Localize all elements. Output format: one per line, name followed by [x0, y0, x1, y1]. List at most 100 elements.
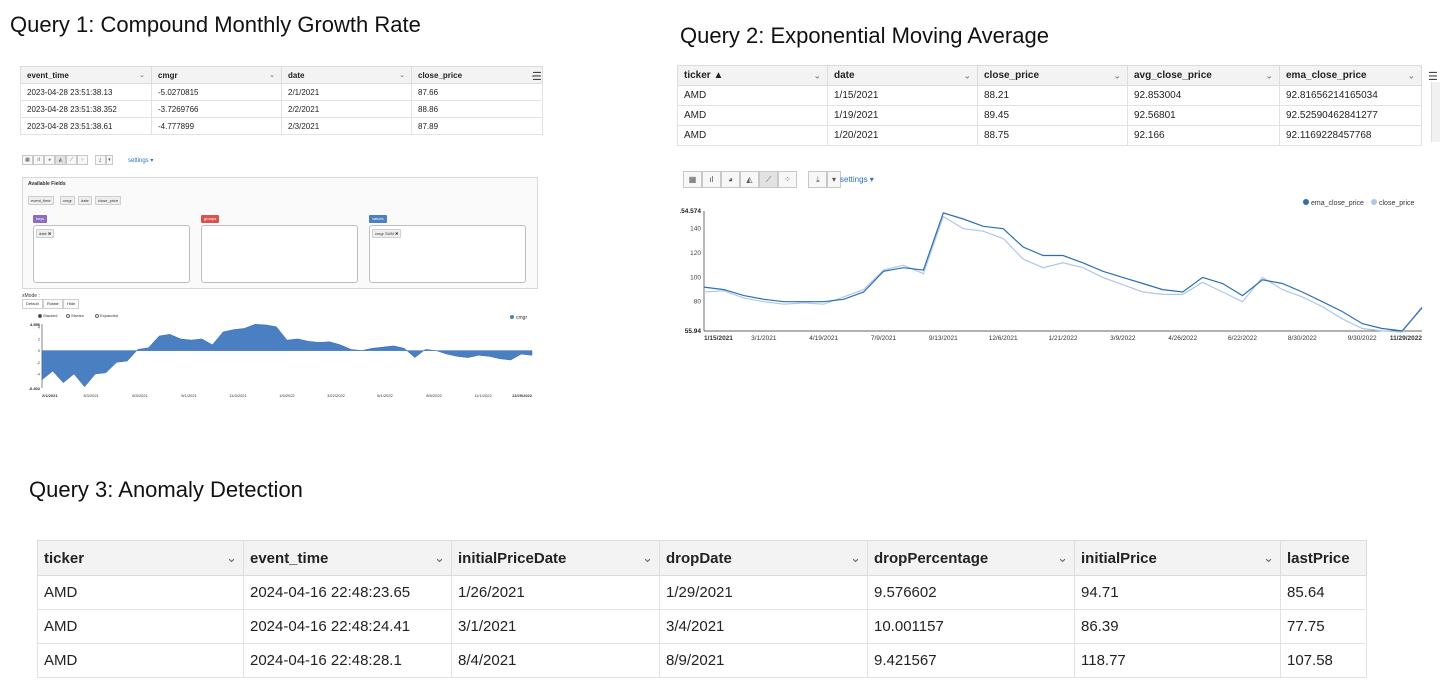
table-row[interactable]: AMD 2024-04-16 22:48:24.41 3/1/2021 3/4/202…: [37, 609, 1367, 644]
legend-dot[interactable]: [510, 315, 514, 319]
chevron-down-icon[interactable]: ⌄: [1057, 550, 1068, 565]
table-cell: 92.56801: [1127, 105, 1280, 126]
chevron-down-icon[interactable]: ⌄: [1407, 70, 1415, 80]
q2-settings-link[interactable]: settings ▾: [840, 175, 874, 184]
field-chip-cmgr[interactable]: cmgr: [60, 196, 75, 205]
chevron-down-icon[interactable]: ⌄: [963, 70, 971, 80]
scatter-chart-icon[interactable]: ⁘: [778, 171, 797, 188]
chevron-down-icon[interactable]: ⌄: [813, 70, 821, 80]
column-header-6[interactable]: lastPrice: [1280, 540, 1367, 576]
download-icon[interactable]: ⤓: [94, 155, 106, 165]
q2-table-scrollbar[interactable]: [1431, 82, 1440, 142]
bar-chart-icon[interactable]: ıl: [702, 171, 721, 188]
bar-chart-icon[interactable]: ıl: [33, 155, 44, 165]
legend-dot-ema[interactable]: [1303, 199, 1309, 205]
xmode-tab-default[interactable]: Default: [22, 299, 43, 309]
radio-icon[interactable]: [38, 313, 42, 318]
column-header-5[interactable]: initialPrice ⌄: [1074, 540, 1281, 576]
chevron-down-icon[interactable]: ⌄: [1265, 70, 1273, 80]
column-header-3[interactable]: close_price ⌄: [411, 66, 543, 84]
chevron-down-icon[interactable]: ⌄: [642, 550, 653, 565]
column-header-0[interactable]: ticker ⌄: [37, 540, 244, 576]
dropdown-caret-icon[interactable]: ▾: [827, 171, 841, 188]
column-header-2[interactable]: close_price ⌄: [977, 65, 1128, 86]
table-row[interactable]: AMD 1/19/2021 89.45 92.56801 92.525904628412…: [677, 105, 1422, 126]
column-header-label: ticker ▲: [684, 70, 724, 81]
table-row[interactable]: 2023-04-28 23:51:38.61 -4.777899 2/3/2021 8…: [20, 117, 543, 135]
table-cell: AMD: [37, 609, 244, 644]
column-header-1[interactable]: event_time ⌄: [243, 540, 452, 576]
dropzone-groups[interactable]: [201, 225, 358, 283]
column-header-3[interactable]: avg_close_price ⌄: [1127, 65, 1280, 86]
column-header-1[interactable]: cmgr ⌄: [151, 66, 282, 84]
q1-settings-link[interactable]: settings ▾: [128, 158, 154, 164]
q1-result-table: event_time ⌄ cmgr ⌄ date ⌄ close_price ⌄ 2023-0…: [20, 66, 543, 135]
stack-mode-stream[interactable]: Stream: [66, 313, 84, 318]
column-header-2[interactable]: initialPriceDate ⌄: [451, 540, 660, 576]
line-chart-icon[interactable]: ⟋: [66, 155, 77, 165]
line-chart-icon[interactable]: ⟋: [759, 171, 778, 188]
column-header-0[interactable]: event_time ⌄: [20, 66, 152, 84]
table-cell: 88.86: [411, 100, 543, 118]
hamburger-menu-icon[interactable]: ☰: [532, 71, 542, 83]
chevron-down-icon[interactable]: ⌄: [269, 72, 275, 79]
y-tick-label: 2: [38, 336, 41, 341]
table-row[interactable]: 2023-04-28 23:51:38.352 -3.7269766 2/2/202…: [20, 100, 543, 118]
scatter-chart-icon[interactable]: ⁘: [77, 155, 88, 165]
x-tick-label: 3/3/2021: [83, 393, 99, 398]
column-header-label: date: [834, 70, 855, 81]
table-icon[interactable]: ▦: [22, 155, 33, 165]
series-line-ema_close_price[interactable]: [703, 212, 1423, 332]
table-cell: 9.576602: [867, 575, 1075, 610]
field-chip-event_time[interactable]: event_time: [28, 196, 54, 205]
table-row[interactable]: AMD 2024-04-16 22:48:23.65 1/26/2021 1/29/2…: [37, 575, 1367, 610]
table-row[interactable]: AMD 1/20/2021 88.75 92.166 92.1169228457768: [677, 125, 1422, 146]
xmode-tab-rotate[interactable]: Rotate: [43, 299, 63, 309]
download-icon[interactable]: ⤓: [808, 171, 828, 188]
field-chip-date[interactable]: date: [78, 196, 92, 205]
chevron-down-icon[interactable]: ⌄: [434, 550, 445, 565]
chevron-down-icon[interactable]: ⌄: [850, 550, 861, 565]
radio-icon[interactable]: [95, 313, 99, 318]
chevron-down-icon[interactable]: ⌄: [530, 72, 536, 79]
x-tick-label: 4/26/2022: [1168, 335, 1197, 342]
column-header-4[interactable]: dropPercentage ⌄: [867, 540, 1075, 576]
chevron-down-icon[interactable]: ⌄: [399, 72, 405, 79]
pie-chart-icon[interactable]: ◕: [721, 171, 740, 188]
field-chip-close_price[interactable]: close_price: [95, 196, 122, 205]
area-chart-icon[interactable]: ◭: [740, 171, 759, 188]
column-header-1[interactable]: date ⌄: [827, 65, 978, 86]
table-icon[interactable]: ▦: [683, 171, 702, 188]
radio-icon[interactable]: [66, 313, 70, 318]
y-tick-label: -4: [36, 371, 40, 376]
table-row[interactable]: AMD 1/15/2021 88.21 92.853004 92.81656214165…: [677, 85, 1422, 106]
chevron-down-icon[interactable]: ⌄: [1263, 550, 1274, 565]
dropzone-chip[interactable]: date ✖: [36, 229, 55, 238]
dropzone-chip[interactable]: cmgr SUM ✖: [372, 229, 402, 238]
legend-dot-close[interactable]: [1371, 199, 1377, 205]
area-chart-icon[interactable]: ◭: [55, 155, 66, 165]
table-cell: 2/1/2021: [281, 83, 412, 101]
xmode-tab-hide[interactable]: Hide: [63, 299, 79, 309]
table-row[interactable]: 2023-04-28 23:51:38.13 -5.0270815 2/1/2021…: [20, 83, 543, 101]
column-header-4[interactable]: ema_close_price ⌄: [1279, 65, 1422, 86]
dropzone-keys[interactable]: [33, 225, 190, 283]
series-line-close_price[interactable]: [703, 215, 1423, 333]
chevron-down-icon[interactable]: ⌄: [139, 72, 145, 79]
table-cell: 3/1/2021: [451, 609, 660, 644]
table-cell: 107.58: [1280, 643, 1367, 678]
column-header-2[interactable]: date ⌄: [281, 66, 412, 84]
table-cell: 2023-04-28 23:51:38.13: [20, 83, 152, 101]
x-tick-label: 3/9/2022: [1110, 335, 1136, 342]
dropdown-caret-icon[interactable]: ▾: [105, 155, 114, 165]
hamburger-menu-icon[interactable]: ☰: [1428, 71, 1438, 83]
stack-mode-expanded[interactable]: Expanded: [95, 313, 118, 318]
chevron-down-icon[interactable]: ⌄: [226, 550, 237, 565]
cmgr-area[interactable]: [41, 324, 533, 388]
column-header-0[interactable]: ticker ▲ ⌄: [677, 65, 828, 86]
pie-chart-icon[interactable]: ◕: [44, 155, 55, 165]
stack-mode-stacked[interactable]: Stacked: [38, 313, 57, 318]
chevron-down-icon[interactable]: ⌄: [1113, 70, 1121, 80]
table-row[interactable]: AMD 2024-04-16 22:48:28.1 8/4/2021 8/9/2021…: [37, 643, 1367, 678]
column-header-3[interactable]: dropDate ⌄: [659, 540, 868, 576]
